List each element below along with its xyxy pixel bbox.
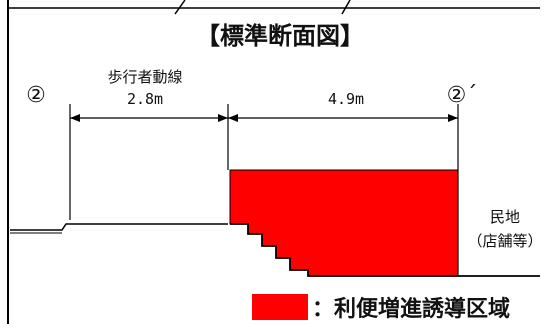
walkway-width-label: 2.8m [127, 90, 163, 108]
section-marker-right: ②´ [447, 83, 478, 108]
private-land-note: （店舗等） [467, 232, 542, 250]
frame-corner-mark-right [341, 0, 351, 15]
stepped-ground-line [230, 223, 540, 277]
walkway-ground-line [10, 223, 228, 231]
arrowhead-left-end [218, 114, 228, 122]
legend-swatch [252, 294, 308, 320]
legend-label: ：利便増進誘導区域 [312, 296, 510, 322]
arrowhead-right-start [228, 114, 238, 122]
walkway-label: 歩行者動線 [107, 68, 182, 86]
arrowhead-left-start [70, 114, 80, 122]
section-marker-left: ② [26, 83, 46, 108]
arrowhead-right-end [448, 114, 458, 122]
diagram-title: 【標準断面図】 [196, 22, 364, 50]
private-land-label: 民地 [490, 208, 520, 226]
frame-corner-mark-left [174, 0, 186, 15]
utility-promotion-zone [229, 169, 459, 277]
zone-width-label: 4.9m [328, 90, 364, 108]
